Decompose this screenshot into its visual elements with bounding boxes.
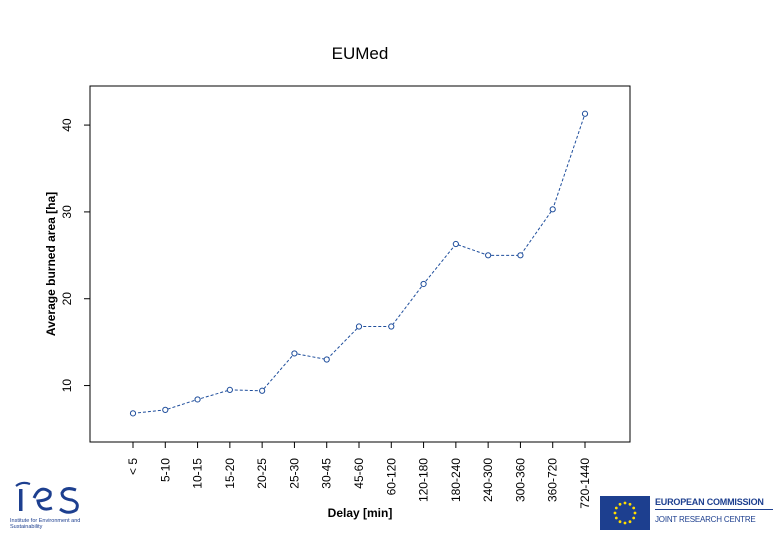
data-point — [388, 323, 395, 330]
x-tick-label: 120-180 — [417, 458, 431, 502]
x-axis-label: Delay [min] — [328, 506, 393, 520]
ec-divider — [655, 509, 773, 510]
y-axis: 10 20 30 40 — [60, 118, 90, 392]
data-point — [517, 252, 524, 259]
x-tick-label: 60-120 — [384, 458, 398, 496]
y-tick-label: 30 — [60, 205, 74, 219]
x-tick-label: < 5 — [126, 458, 140, 475]
data-point — [291, 350, 298, 357]
ies-logo: Institute for Environment and Sustainabi… — [10, 478, 90, 536]
x-tick-label: 45-60 — [352, 458, 366, 489]
data-series — [129, 110, 589, 417]
x-tick-label: 720-1440 — [578, 458, 592, 509]
data-point — [259, 387, 266, 394]
data-point — [129, 410, 137, 417]
y-tick-label: 40 — [60, 118, 74, 132]
x-tick-label: 10-15 — [191, 458, 205, 489]
x-tick-label: 180-240 — [449, 458, 463, 502]
data-point — [162, 406, 169, 413]
y-axis-label: Average burned area [ha] — [44, 192, 58, 336]
jrc-name: JOINT RESEARCH CENTRE — [655, 515, 756, 524]
data-point — [323, 356, 330, 363]
x-tick-label: 20-25 — [255, 458, 269, 489]
x-tick-label: 240-300 — [481, 458, 495, 502]
data-point — [549, 206, 556, 213]
x-tick-label: 25-30 — [287, 458, 301, 489]
x-tick-label: 300-360 — [513, 458, 527, 502]
data-point — [581, 110, 589, 117]
x-tick-label: 360-720 — [546, 458, 560, 502]
ec-text: EUROPEAN COMMISSION JOINT RESEARCH CENTR… — [655, 497, 764, 525]
y-tick-label: 10 — [60, 379, 74, 393]
data-point — [355, 323, 363, 330]
x-tick-label: 5-10 — [158, 458, 172, 482]
data-point — [452, 240, 459, 248]
ies-logo-text: Institute for Environment and Sustainabi… — [10, 518, 81, 530]
y-tick-label: 20 — [60, 292, 74, 306]
data-point — [226, 386, 233, 394]
chart-title: EUMed — [332, 44, 389, 63]
ec-name: EUROPEAN COMMISSION — [655, 497, 764, 507]
x-tick-label: 30-45 — [320, 458, 334, 489]
data-point — [485, 252, 492, 259]
european-commission-logo: EUROPEAN COMMISSION JOINT RESEARCH CENTR… — [600, 496, 775, 532]
eu-flag-icon — [600, 496, 650, 530]
x-axis: < 5 5-10 10-15 15-20 20-25 25-30 30-45 45-60 60-… — [126, 442, 592, 509]
series-line — [132, 113, 586, 414]
data-point — [420, 280, 427, 288]
x-tick-label: 15-20 — [223, 458, 237, 489]
data-point — [194, 396, 201, 403]
plot-frame — [89, 85, 631, 443]
